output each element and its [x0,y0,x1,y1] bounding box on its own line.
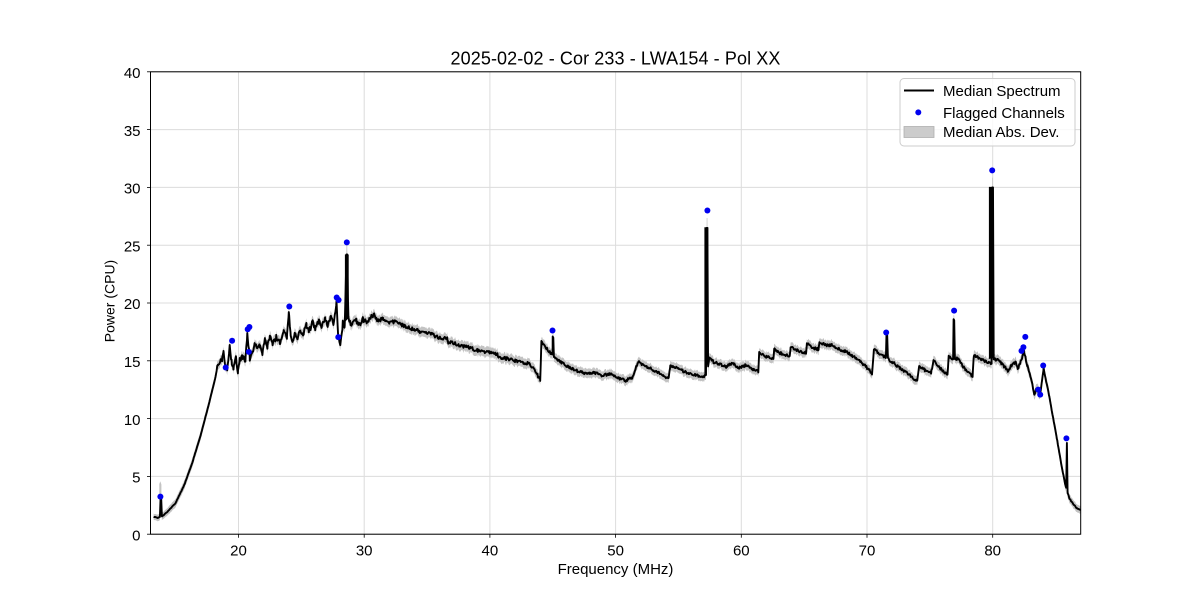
svg-text:2025-02-02 - Cor 233 - LWA154: 2025-02-02 - Cor 233 - LWA154 - Pol XX [451,48,781,68]
svg-text:10: 10 [124,412,141,429]
svg-text:60: 60 [733,543,750,560]
svg-text:Median Spectrum: Median Spectrum [943,83,1061,100]
svg-text:30: 30 [124,181,141,198]
svg-text:5: 5 [132,470,140,487]
svg-text:30: 30 [356,543,373,560]
svg-text:Median Abs. Dev.: Median Abs. Dev. [943,124,1059,141]
svg-text:50: 50 [607,543,624,560]
svg-text:80: 80 [984,543,1001,560]
svg-text:70: 70 [859,543,876,560]
svg-text:0: 0 [132,527,140,544]
svg-text:40: 40 [124,65,141,82]
svg-text:35: 35 [124,123,141,140]
svg-text:Flagged Channels: Flagged Channels [943,105,1065,122]
svg-text:40: 40 [482,543,499,560]
svg-text:Frequency (MHz): Frequency (MHz) [558,561,674,578]
svg-text:15: 15 [124,354,141,371]
svg-text:20: 20 [230,543,247,560]
svg-text:Power (CPU): Power (CPU) [102,260,118,342]
svg-text:20: 20 [124,296,141,313]
svg-text:25: 25 [124,238,141,255]
